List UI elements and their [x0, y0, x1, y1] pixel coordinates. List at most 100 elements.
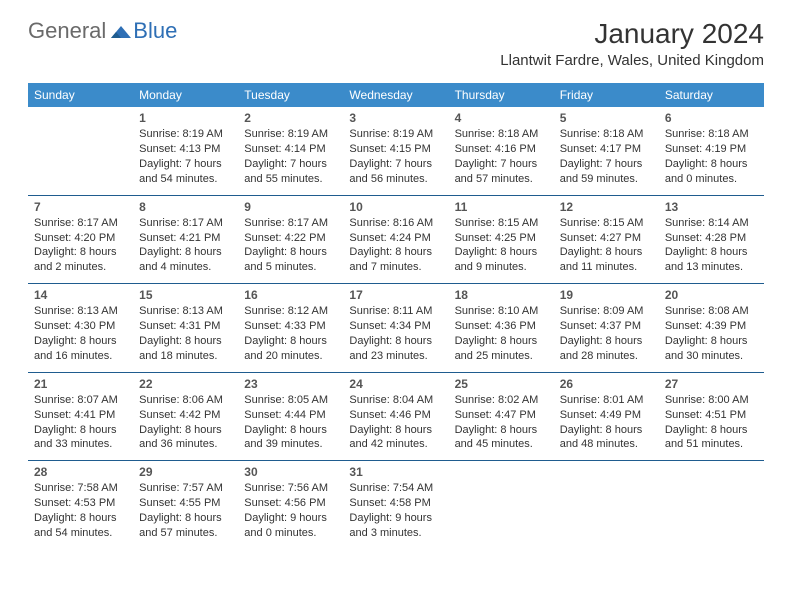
sunset-text: Sunset: 4:15 PM [349, 142, 442, 157]
day-number: 29 [139, 464, 232, 480]
day-cell [554, 461, 659, 549]
daylight-text: Daylight: 8 hours and 54 minutes. [34, 511, 127, 541]
day-cell: 12Sunrise: 8:15 AMSunset: 4:27 PMDayligh… [554, 196, 659, 284]
sunset-text: Sunset: 4:28 PM [665, 231, 758, 246]
sunrise-text: Sunrise: 8:13 AM [139, 304, 232, 319]
day-number: 23 [244, 376, 337, 392]
weekday-header-row: SundayMondayTuesdayWednesdayThursdayFrid… [28, 83, 764, 107]
sunset-text: Sunset: 4:42 PM [139, 408, 232, 423]
day-number: 14 [34, 287, 127, 303]
sunrise-text: Sunrise: 8:10 AM [455, 304, 548, 319]
sunrise-text: Sunrise: 8:11 AM [349, 304, 442, 319]
location-text: Llantwit Fardre, Wales, United Kingdom [500, 52, 764, 69]
week-row: 7Sunrise: 8:17 AMSunset: 4:20 PMDaylight… [28, 195, 764, 284]
day-number: 28 [34, 464, 127, 480]
day-number: 6 [665, 110, 758, 126]
sunrise-text: Sunrise: 8:19 AM [244, 127, 337, 142]
day-cell: 20Sunrise: 8:08 AMSunset: 4:39 PMDayligh… [659, 284, 764, 372]
day-cell: 10Sunrise: 8:16 AMSunset: 4:24 PMDayligh… [343, 196, 448, 284]
sunrise-text: Sunrise: 8:17 AM [244, 216, 337, 231]
day-number: 15 [139, 287, 232, 303]
day-number: 3 [349, 110, 442, 126]
sunrise-text: Sunrise: 8:18 AM [665, 127, 758, 142]
day-cell: 4Sunrise: 8:18 AMSunset: 4:16 PMDaylight… [449, 107, 554, 195]
day-cell: 7Sunrise: 8:17 AMSunset: 4:20 PMDaylight… [28, 196, 133, 284]
day-cell: 19Sunrise: 8:09 AMSunset: 4:37 PMDayligh… [554, 284, 659, 372]
sunset-text: Sunset: 4:33 PM [244, 319, 337, 334]
day-cell: 1Sunrise: 8:19 AMSunset: 4:13 PMDaylight… [133, 107, 238, 195]
daylight-text: Daylight: 8 hours and 11 minutes. [560, 245, 653, 275]
sunrise-text: Sunrise: 7:58 AM [34, 481, 127, 496]
header: General Blue January 2024 Llantwit Fardr… [0, 0, 792, 77]
sunset-text: Sunset: 4:39 PM [665, 319, 758, 334]
sunrise-text: Sunrise: 8:17 AM [139, 216, 232, 231]
day-number: 22 [139, 376, 232, 392]
daylight-text: Daylight: 8 hours and 9 minutes. [455, 245, 548, 275]
day-number: 26 [560, 376, 653, 392]
daylight-text: Daylight: 8 hours and 16 minutes. [34, 334, 127, 364]
day-cell: 18Sunrise: 8:10 AMSunset: 4:36 PMDayligh… [449, 284, 554, 372]
day-cell: 2Sunrise: 8:19 AMSunset: 4:14 PMDaylight… [238, 107, 343, 195]
sunrise-text: Sunrise: 8:14 AM [665, 216, 758, 231]
sunrise-text: Sunrise: 8:05 AM [244, 393, 337, 408]
day-cell: 3Sunrise: 8:19 AMSunset: 4:15 PMDaylight… [343, 107, 448, 195]
page-title: January 2024 [500, 18, 764, 50]
day-cell: 23Sunrise: 8:05 AMSunset: 4:44 PMDayligh… [238, 373, 343, 461]
sunrise-text: Sunrise: 8:00 AM [665, 393, 758, 408]
week-row: 28Sunrise: 7:58 AMSunset: 4:53 PMDayligh… [28, 460, 764, 549]
day-number: 27 [665, 376, 758, 392]
sunrise-text: Sunrise: 8:04 AM [349, 393, 442, 408]
logo-mark-icon [111, 22, 131, 43]
sunset-text: Sunset: 4:22 PM [244, 231, 337, 246]
sunset-text: Sunset: 4:31 PM [139, 319, 232, 334]
day-cell: 27Sunrise: 8:00 AMSunset: 4:51 PMDayligh… [659, 373, 764, 461]
day-cell: 5Sunrise: 8:18 AMSunset: 4:17 PMDaylight… [554, 107, 659, 195]
sunset-text: Sunset: 4:16 PM [455, 142, 548, 157]
sunset-text: Sunset: 4:49 PM [560, 408, 653, 423]
day-cell: 6Sunrise: 8:18 AMSunset: 4:19 PMDaylight… [659, 107, 764, 195]
sunset-text: Sunset: 4:51 PM [665, 408, 758, 423]
daylight-text: Daylight: 8 hours and 23 minutes. [349, 334, 442, 364]
daylight-text: Daylight: 7 hours and 59 minutes. [560, 157, 653, 187]
calendar-weeks: 1Sunrise: 8:19 AMSunset: 4:13 PMDaylight… [28, 107, 764, 549]
week-row: 1Sunrise: 8:19 AMSunset: 4:13 PMDaylight… [28, 107, 764, 195]
sunset-text: Sunset: 4:17 PM [560, 142, 653, 157]
sunrise-text: Sunrise: 8:09 AM [560, 304, 653, 319]
sunrise-text: Sunrise: 8:15 AM [560, 216, 653, 231]
day-cell: 11Sunrise: 8:15 AMSunset: 4:25 PMDayligh… [449, 196, 554, 284]
weekday-header: Thursday [449, 83, 554, 107]
day-cell: 28Sunrise: 7:58 AMSunset: 4:53 PMDayligh… [28, 461, 133, 549]
day-number: 5 [560, 110, 653, 126]
daylight-text: Daylight: 9 hours and 0 minutes. [244, 511, 337, 541]
day-cell [28, 107, 133, 195]
day-cell: 29Sunrise: 7:57 AMSunset: 4:55 PMDayligh… [133, 461, 238, 549]
daylight-text: Daylight: 8 hours and 2 minutes. [34, 245, 127, 275]
day-cell: 21Sunrise: 8:07 AMSunset: 4:41 PMDayligh… [28, 373, 133, 461]
sunset-text: Sunset: 4:19 PM [665, 142, 758, 157]
sunrise-text: Sunrise: 8:15 AM [455, 216, 548, 231]
sunset-text: Sunset: 4:14 PM [244, 142, 337, 157]
week-row: 21Sunrise: 8:07 AMSunset: 4:41 PMDayligh… [28, 372, 764, 461]
day-number: 9 [244, 199, 337, 215]
day-cell: 31Sunrise: 7:54 AMSunset: 4:58 PMDayligh… [343, 461, 448, 549]
daylight-text: Daylight: 8 hours and 36 minutes. [139, 423, 232, 453]
sunrise-text: Sunrise: 8:12 AM [244, 304, 337, 319]
calendar: SundayMondayTuesdayWednesdayThursdayFrid… [28, 83, 764, 549]
day-cell: 15Sunrise: 8:13 AMSunset: 4:31 PMDayligh… [133, 284, 238, 372]
logo-text-blue: Blue [133, 18, 177, 44]
day-cell [659, 461, 764, 549]
day-number: 12 [560, 199, 653, 215]
sunrise-text: Sunrise: 8:08 AM [665, 304, 758, 319]
day-number: 2 [244, 110, 337, 126]
sunset-text: Sunset: 4:37 PM [560, 319, 653, 334]
sunset-text: Sunset: 4:24 PM [349, 231, 442, 246]
daylight-text: Daylight: 8 hours and 0 minutes. [665, 157, 758, 187]
sunset-text: Sunset: 4:41 PM [34, 408, 127, 423]
weekday-header: Sunday [28, 83, 133, 107]
sunset-text: Sunset: 4:30 PM [34, 319, 127, 334]
day-number: 21 [34, 376, 127, 392]
daylight-text: Daylight: 8 hours and 42 minutes. [349, 423, 442, 453]
sunset-text: Sunset: 4:58 PM [349, 496, 442, 511]
day-number: 4 [455, 110, 548, 126]
sunset-text: Sunset: 4:20 PM [34, 231, 127, 246]
